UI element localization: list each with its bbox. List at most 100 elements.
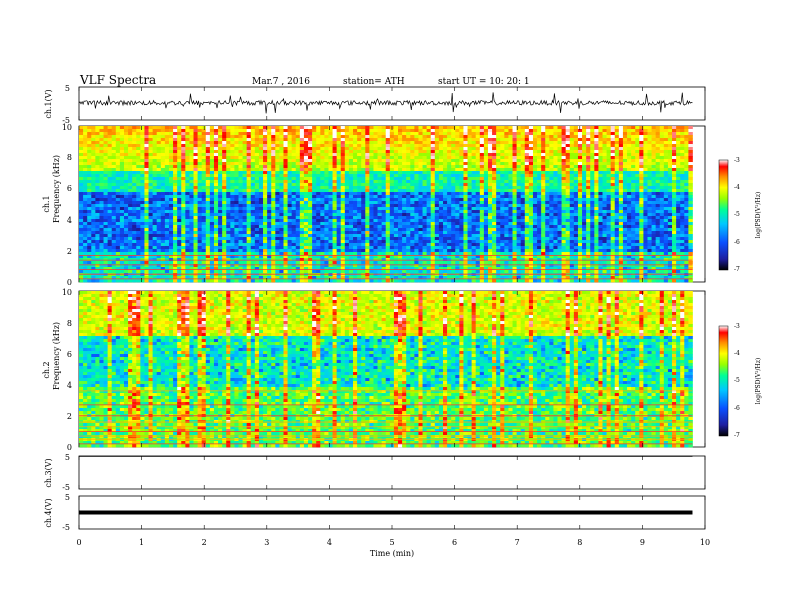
spectrogram-cell: [177, 201, 182, 205]
spectrogram-cell: [160, 258, 166, 262]
spectrogram-cell: [185, 219, 190, 223]
spectrogram-cell: [430, 243, 436, 247]
spectrogram-cell: [119, 237, 125, 241]
spectrogram-cell: [332, 204, 338, 208]
spectrogram-cell: [414, 141, 419, 145]
spectrogram-cell: [361, 219, 366, 223]
spectrogram-cell: [459, 258, 464, 262]
spectrogram-cell: [459, 147, 464, 151]
spectrogram-cell: [132, 198, 137, 202]
spectrogram-cell: [119, 207, 125, 211]
spectrogram-cell: [132, 267, 137, 271]
spectrogram-cell: [185, 216, 190, 220]
spectrogram-cell: [312, 234, 317, 238]
spectrogram-cell: [377, 177, 382, 181]
spectrogram-cell: [197, 225, 203, 229]
spectrogram-cell: [95, 129, 100, 133]
spectrogram-cell: [148, 141, 153, 145]
spectrogram-cell: [267, 168, 272, 172]
spectrogram-cell: [373, 129, 378, 133]
spectrogram-cell: [168, 153, 174, 157]
spectrogram-cell: [185, 231, 190, 235]
spectrogram-cell: [377, 162, 382, 166]
spectrogram-cell: [132, 165, 137, 169]
spectrogram-cell: [230, 204, 235, 208]
spectrogram-cell: [242, 198, 248, 202]
spectrogram-cell: [205, 231, 211, 235]
spectrogram-cell: [148, 225, 153, 229]
spectrogram-cell: [344, 264, 350, 268]
spectrogram-cell: [95, 153, 100, 157]
spectrogram-cell: [275, 243, 280, 247]
spectrogram-cell: [328, 162, 333, 166]
spectrogram-cell: [434, 270, 440, 274]
spectrogram-cell: [410, 144, 415, 148]
spectrogram-cell: [467, 138, 472, 142]
spectrogram-cell: [295, 189, 301, 193]
spectrogram-cell: [373, 240, 378, 244]
spectrogram-cell: [340, 153, 346, 157]
spectrogram-cell: [238, 222, 243, 226]
spectrogram-cell: [193, 258, 198, 262]
spectrogram-cell: [361, 177, 366, 181]
spectrogram-cell: [389, 234, 395, 238]
spectrogram-cell: [193, 270, 198, 274]
spectrogram-cell: [348, 171, 354, 175]
spectrogram-cell: [222, 198, 227, 202]
spectrogram-cell: [385, 249, 391, 253]
spectrogram-cell: [316, 228, 321, 232]
spectrogram-cell: [299, 171, 305, 175]
spectrogram-cell: [283, 129, 288, 133]
spectrogram-cell: [87, 150, 92, 154]
spectrogram-cell: [218, 216, 223, 220]
spectrogram-cell: [177, 150, 182, 154]
spectrogram-cell: [152, 129, 158, 133]
spectrogram-cell: [443, 237, 448, 241]
spectrogram-cell: [213, 159, 219, 163]
spectrogram-cell: [426, 156, 432, 160]
spectrogram-cell: [250, 213, 256, 217]
spectrogram-cell: [348, 168, 354, 172]
spectrogram-cell: [119, 174, 125, 178]
spectrogram-cell: [136, 183, 141, 187]
spectrogram-cell: [258, 249, 264, 253]
spectrogram-cell: [173, 195, 178, 199]
spectrogram-cell: [459, 195, 464, 199]
spectrogram-cell: [447, 201, 452, 205]
spectrogram-cell: [111, 129, 117, 133]
spectrogram-cell: [422, 219, 427, 223]
spectrogram-cell: [119, 159, 125, 163]
spectrogram-cell: [381, 198, 387, 202]
spectrogram-cell: [132, 237, 137, 241]
spectrogram-cell: [443, 162, 448, 166]
spectrogram-cell: [361, 198, 366, 202]
spectrogram-cell: [209, 273, 215, 277]
spectrogram-cell: [111, 192, 117, 196]
spectrogram-cell: [312, 192, 317, 196]
spectrogram-cell: [230, 126, 235, 130]
spectrogram-cell: [230, 153, 235, 157]
spectrogram-cell: [443, 261, 448, 265]
spectrogram-cell: [103, 240, 108, 244]
spectrogram-cell: [152, 165, 158, 169]
spectrogram-cell: [193, 234, 198, 238]
spectrogram-cell: [91, 258, 96, 262]
spectrogram-cell: [230, 267, 235, 271]
spectrogram-cell: [451, 219, 456, 223]
spectrogram-cell: [209, 162, 215, 166]
spectrogram-cell: [283, 189, 288, 193]
spectrogram-cell: [246, 243, 252, 247]
spectrogram-cell: [132, 225, 137, 229]
spectrogram-cell: [168, 204, 174, 208]
spectrogram-cell: [267, 144, 272, 148]
spectrogram-cell: [173, 129, 178, 133]
spectrogram-cell: [402, 162, 407, 166]
spectrogram-cell: [254, 150, 260, 154]
spectrogram-cell: [168, 207, 174, 211]
spectrogram-cell: [467, 204, 472, 208]
spectrogram-cell: [83, 204, 88, 208]
spectrogram-cell: [340, 222, 346, 226]
spectrogram-cell: [279, 261, 284, 265]
spectrogram-cell: [455, 147, 460, 151]
spectrogram-cell: [156, 159, 162, 163]
